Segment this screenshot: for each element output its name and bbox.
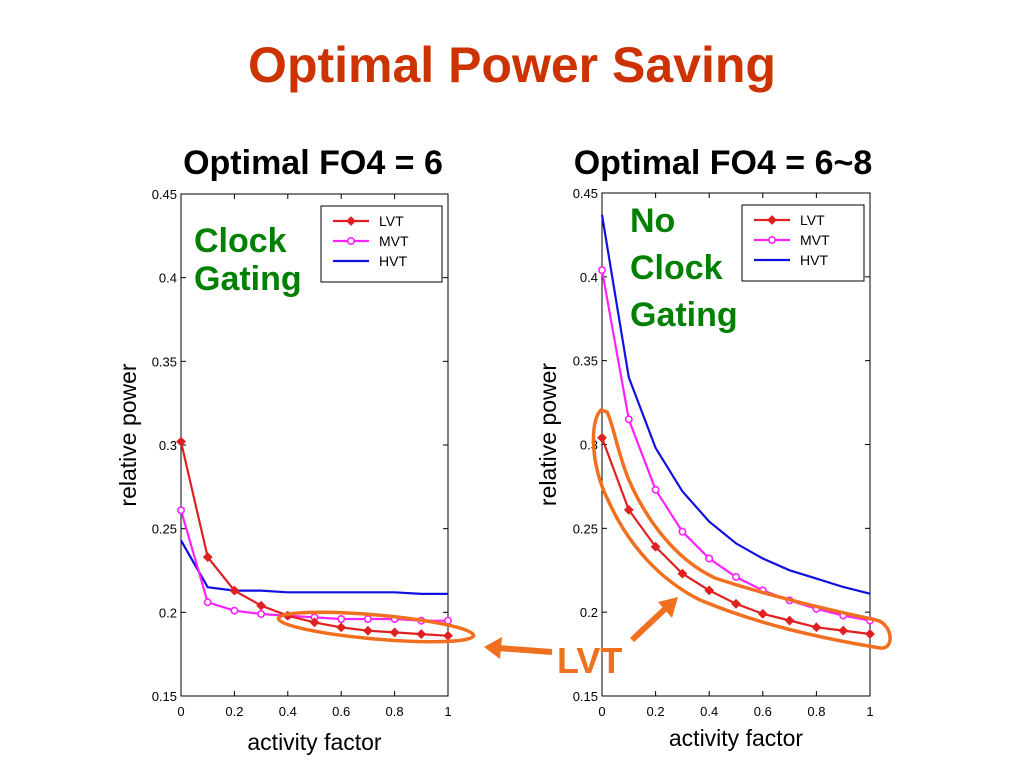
series-line-mvt xyxy=(179,509,448,622)
legend-label-lvt: LVT xyxy=(800,212,825,228)
arrow-left-shaft xyxy=(497,645,553,655)
x-tick-label: 0 xyxy=(177,704,184,719)
legend-label-mvt: MVT xyxy=(800,232,830,248)
data-point-lvt xyxy=(650,541,661,552)
data-point-lvt xyxy=(202,552,213,563)
y-tick-label: 0.35 xyxy=(152,354,177,369)
data-point-lvt xyxy=(623,504,634,515)
chart-optimal-fo4-6: Optimal FO4 = 6 0 0.2 0.4 0.6 0.8 1 0.15 0.2 0.2… xyxy=(115,144,453,755)
annotation-text: Gating xyxy=(194,260,302,298)
y-tick-label: 0.4 xyxy=(159,271,177,286)
x-tick-label: 0.2 xyxy=(225,704,243,719)
y-tick-label: 0.35 xyxy=(573,354,598,369)
slide-title: Optimal Power Saving xyxy=(248,37,776,93)
y-tick-label: 0.2 xyxy=(580,605,598,620)
y-axis-label: relative power xyxy=(115,363,141,507)
y-tick-label: 0.15 xyxy=(573,689,598,704)
data-point-lvt xyxy=(176,436,186,447)
annotation-text: Gating xyxy=(630,296,738,334)
data-point-mvt xyxy=(363,615,372,624)
data-point-lvt xyxy=(865,629,875,639)
series-line-hvt xyxy=(600,214,871,595)
data-point-lvt xyxy=(336,622,347,633)
x-tick-label: 1 xyxy=(866,704,873,719)
data-point-mvt xyxy=(177,506,186,515)
x-tick-label: 0.6 xyxy=(754,704,772,719)
data-point-lvt xyxy=(389,627,400,638)
arrow-left-head xyxy=(484,637,502,659)
annotation-text: Clock xyxy=(194,222,287,260)
legend-box xyxy=(320,205,443,283)
legend-marker-mvt xyxy=(346,237,355,246)
x-tick-label: 0.2 xyxy=(647,704,665,719)
legend-box xyxy=(741,204,865,282)
data-point-lvt xyxy=(731,598,741,609)
y-tick-label: 0.2 xyxy=(159,605,177,620)
data-point-lvt xyxy=(838,625,849,636)
x-axis-label: activity factor xyxy=(247,729,382,755)
lvt-callout-label: LVT xyxy=(557,640,622,681)
data-point-lvt xyxy=(256,600,267,611)
data-point-lvt xyxy=(416,629,427,639)
highlight-ellipse-left xyxy=(276,610,476,644)
data-point-lvt xyxy=(443,630,453,641)
data-point-mvt xyxy=(731,572,740,581)
lvt-callout: LVT xyxy=(484,597,678,681)
data-point-lvt xyxy=(811,622,822,633)
data-point-lvt xyxy=(229,585,240,596)
data-point-mvt xyxy=(624,415,633,424)
highlight-band-right xyxy=(591,408,892,650)
annotation-text: Clock xyxy=(630,249,723,287)
legend-marker-lvt xyxy=(767,215,777,225)
data-point-mvt xyxy=(337,615,346,624)
legend-label-lvt: LVT xyxy=(379,213,404,229)
data-point-mvt xyxy=(678,527,687,536)
x-tick-label: 0.6 xyxy=(332,704,350,719)
y-tick-label: 0.25 xyxy=(152,522,177,537)
legend-marker-lvt xyxy=(346,216,356,226)
chart-title: Optimal FO4 = 6~8 xyxy=(574,144,873,182)
legend-label-hvt: HVT xyxy=(800,252,828,268)
chart-title: Optimal FO4 = 6 xyxy=(183,144,443,182)
arrow-up-head xyxy=(658,597,678,618)
legend-label-mvt: MVT xyxy=(379,233,409,249)
y-tick-label: 0.45 xyxy=(152,187,177,202)
y-tick-label: 0.15 xyxy=(152,689,177,704)
chart-optimal-fo4-6-8: Optimal FO4 = 6~8 0 0.2 0.4 0.6 0.8 1 0.15 0.2 0… xyxy=(535,144,875,751)
x-tick-label: 0.8 xyxy=(807,704,825,719)
data-point-lvt xyxy=(362,625,373,636)
legend-label-hvt: HVT xyxy=(379,253,407,269)
annotation-text: No xyxy=(630,202,675,240)
data-point-mvt xyxy=(705,554,714,563)
y-tick-label: 0.25 xyxy=(573,521,598,536)
x-tick-label: 0 xyxy=(598,704,605,719)
series-line-hvt xyxy=(180,539,448,596)
x-tick-label: 0.4 xyxy=(700,704,718,719)
x-axis-label: activity factor xyxy=(669,725,804,751)
x-tick-label: 1 xyxy=(444,704,451,719)
y-axis-label: relative power xyxy=(535,363,561,507)
data-point-lvt xyxy=(677,568,688,579)
x-tick-label: 0.4 xyxy=(279,704,297,719)
legend-marker-mvt xyxy=(767,236,776,245)
y-tick-label: 0.3 xyxy=(159,438,177,453)
x-tick-label: 0.8 xyxy=(386,704,404,719)
data-point-mvt xyxy=(230,606,239,615)
data-point-mvt xyxy=(597,266,606,275)
data-point-lvt xyxy=(784,615,795,626)
data-point-lvt xyxy=(309,617,320,628)
data-point-mvt xyxy=(203,598,212,607)
data-point-lvt xyxy=(704,585,715,596)
y-tick-label: 0.45 xyxy=(573,186,598,201)
arrow-up-shaft xyxy=(629,605,669,643)
data-point-lvt xyxy=(597,432,607,443)
data-point-lvt xyxy=(757,608,768,619)
data-point-mvt xyxy=(651,485,660,494)
y-tick-label: 0.4 xyxy=(580,270,598,285)
data-point-mvt xyxy=(257,610,266,619)
